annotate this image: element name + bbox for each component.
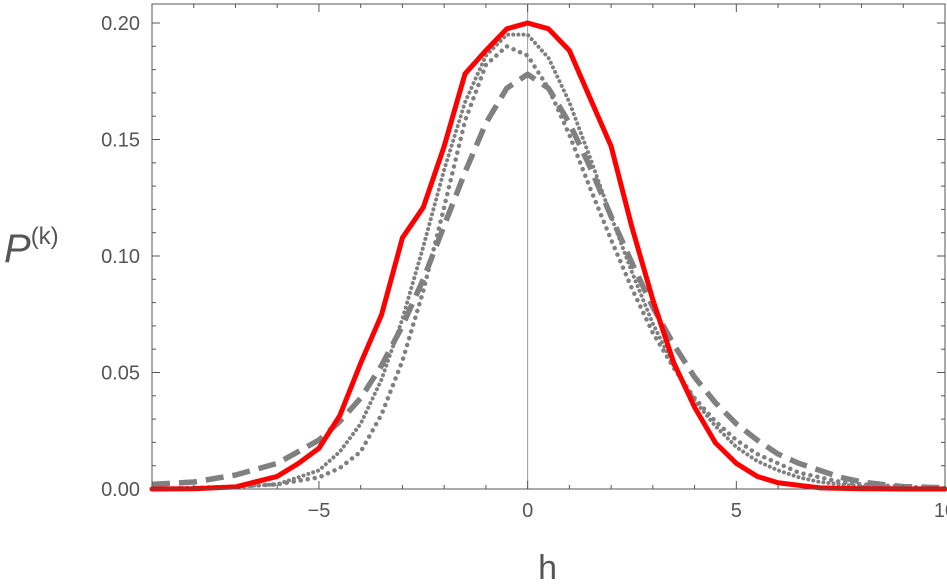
series-line-dotted-fine-2: [150, 32, 947, 491]
ticks-layer: −5 0 5 10 0.00 0.05 0.10 0.15 0.20: [101, 4, 947, 522]
x-tick-label: 10: [934, 500, 947, 522]
series-layer: [149, 20, 947, 492]
y-axis-title-superscript: (k): [31, 223, 59, 250]
plot-frame: [151, 3, 946, 490]
y-tick-label: 0.10: [101, 246, 140, 268]
x-tick-label: −5: [308, 500, 331, 522]
series-line-dashed-0: [151, 71, 946, 491]
x-tick-label: 5: [731, 500, 742, 522]
y-tick-label: 0.20: [101, 13, 140, 35]
x-tick-label: 0: [522, 500, 533, 522]
series-line-dotted-1: [149, 44, 947, 492]
y-tick-label: 0.05: [101, 363, 140, 385]
series-line-solid-3: [149, 20, 947, 492]
y-axis-title: P(k): [4, 223, 59, 271]
y-tick-label: 0.00: [101, 479, 140, 501]
y-tick-label: 0.15: [101, 130, 140, 152]
x-axis-title: h: [538, 549, 557, 584]
plot-area: −5 0 5 10 0.00 0.05 0.10 0.15 0.20: [101, 3, 947, 522]
y-axis-title-main: P: [4, 227, 31, 271]
